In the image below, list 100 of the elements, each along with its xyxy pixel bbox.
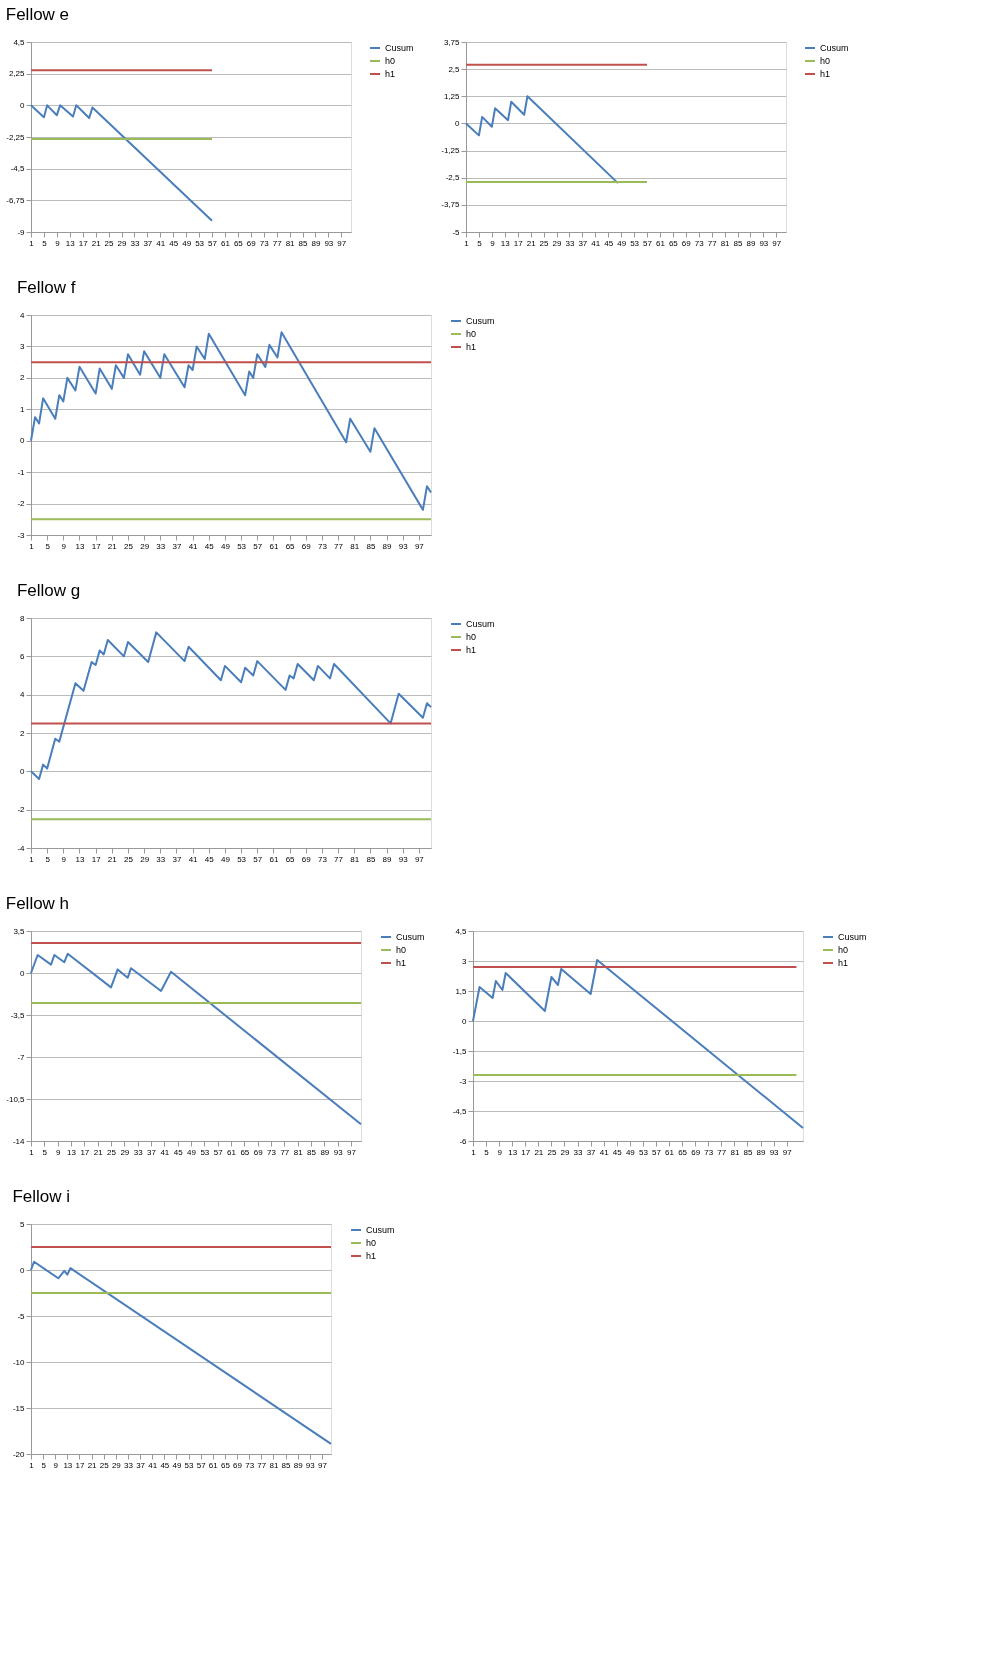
y-tick-label: 2,25 — [8, 69, 26, 79]
x-tick-label: 29 — [140, 541, 150, 551]
x-tick-label: 17 — [78, 238, 89, 248]
y-tick-label: 6 — [20, 651, 26, 661]
x-tick-label: 33 — [565, 238, 575, 248]
y-tick-label: 4,5 — [13, 37, 26, 47]
x-tick-label: 53 — [630, 238, 640, 248]
x-tick-label: 65 — [233, 238, 244, 248]
x-tick-label: 33 — [156, 541, 166, 551]
x-tick-label: 53 — [237, 854, 247, 864]
x-tick-label: 45 — [173, 1147, 184, 1157]
x-tick-label: 85 — [733, 238, 744, 248]
x-tick-label: 81 — [730, 1147, 740, 1157]
y-tick-label: 2,5 — [448, 64, 461, 74]
x-tick-label: 81 — [293, 1147, 304, 1157]
x-tick-label: 53 — [200, 1147, 210, 1157]
legend-label: h0 — [838, 945, 849, 955]
x-tick-label: 85 — [366, 541, 376, 551]
legend-label: h0 — [396, 945, 407, 955]
x-tick-label: 85 — [298, 238, 309, 248]
x-tick-label: 61 — [269, 854, 279, 864]
y-tick-label: -1,5 — [452, 1046, 468, 1056]
x-tick-label: 89 — [756, 1147, 767, 1157]
y-tick-label: 4 — [20, 690, 26, 700]
x-tick-label: 5 — [45, 541, 51, 551]
x-tick-label: 17 — [513, 238, 524, 248]
chart-title: Fellow e — [5, 5, 70, 24]
x-tick-label: 37 — [147, 1147, 157, 1157]
line-series — [30, 952, 362, 1126]
y-tick-label: -20 — [12, 1449, 26, 1459]
x-tick-label: 69 — [301, 541, 312, 551]
x-tick-label: 13 — [75, 854, 85, 864]
y-tick-label: 0 — [462, 1016, 468, 1026]
x-tick-label: 69 — [233, 1460, 243, 1470]
y-tick-label: -4 — [17, 843, 26, 853]
y-tick-label: -2 — [17, 805, 26, 815]
x-tick-label: 53 — [638, 1147, 649, 1157]
legend-label: Cusum — [466, 619, 495, 629]
x-tick-label: 81 — [269, 1460, 279, 1470]
x-tick-label: 9 — [61, 854, 67, 864]
x-tick-label: 81 — [350, 854, 360, 864]
x-tick-label: 25 — [99, 1460, 110, 1470]
x-tick-label: 17 — [91, 541, 102, 551]
legend-label: h1 — [466, 645, 477, 655]
x-tick-label: 21 — [526, 238, 537, 248]
x-tick-label: 73 — [317, 854, 328, 864]
x-tick-label: 73 — [259, 238, 270, 248]
x-tick-label: 53 — [237, 541, 247, 551]
x-tick-label: 25 — [124, 854, 134, 864]
x-tick-label: 65 — [285, 541, 296, 551]
x-tick-label: 93 — [324, 238, 334, 248]
x-tick-label: 29 — [560, 1147, 570, 1157]
x-tick-label: 65 — [285, 854, 296, 864]
x-tick-label: 85 — [281, 1460, 292, 1470]
x-tick-label: 33 — [124, 1460, 134, 1470]
y-tick-label: 0 — [20, 100, 26, 110]
x-tick-label: 41 — [156, 238, 166, 248]
x-tick-label: 89 — [311, 238, 321, 248]
x-tick-label: 37 — [136, 1460, 146, 1470]
x-tick-label: 69 — [681, 238, 692, 248]
x-tick-label: 93 — [398, 541, 409, 551]
x-tick-label: 13 — [63, 1460, 73, 1470]
x-tick-label: 37 — [172, 854, 182, 864]
x-tick-label: 33 — [156, 854, 166, 864]
x-tick-label: 85 — [366, 854, 376, 864]
x-tick-label: 45 — [612, 1147, 623, 1157]
x-tick-label: 5 — [41, 1460, 47, 1470]
x-tick-label: 49 — [182, 238, 192, 248]
line-series — [30, 104, 214, 222]
x-tick-label: 61 — [665, 1147, 675, 1157]
y-tick-label: -4,5 — [10, 164, 26, 174]
x-tick-label: 53 — [184, 1460, 195, 1470]
x-tick-label: 25 — [107, 1147, 117, 1157]
y-tick-label: -3,75 — [441, 200, 461, 210]
line-series — [30, 331, 432, 511]
x-tick-label: 49 — [187, 1147, 197, 1157]
x-tick-label: 13 — [500, 238, 511, 248]
y-tick-label: 4,5 — [455, 926, 468, 936]
x-tick-label: 65 — [240, 1147, 250, 1157]
line-series — [30, 631, 432, 780]
y-tick-label: 1,5 — [455, 986, 468, 996]
x-tick-label: 73 — [317, 541, 328, 551]
x-tick-label: 89 — [382, 541, 393, 551]
x-tick-label: 97 — [772, 238, 782, 248]
x-tick-label: 93 — [769, 1147, 780, 1157]
x-tick-label: 77 — [334, 854, 344, 864]
x-tick-label: 33 — [573, 1147, 584, 1157]
x-tick-label: 57 — [196, 1460, 207, 1470]
y-tick-label: -5 — [17, 1311, 26, 1321]
x-tick-label: 41 — [591, 238, 601, 248]
y-tick-label: -6 — [459, 1136, 468, 1146]
y-tick-label: -4,5 — [452, 1106, 468, 1116]
x-tick-label: 49 — [220, 854, 231, 864]
x-tick-label: 97 — [414, 541, 425, 551]
y-tick-label: -2,5 — [445, 173, 461, 183]
y-tick-label: 0 — [20, 968, 26, 978]
y-tick-label: -10 — [12, 1357, 26, 1367]
x-tick-label: 61 — [227, 1147, 237, 1157]
x-tick-label: 9 — [61, 541, 67, 551]
x-tick-label: 25 — [539, 238, 550, 248]
